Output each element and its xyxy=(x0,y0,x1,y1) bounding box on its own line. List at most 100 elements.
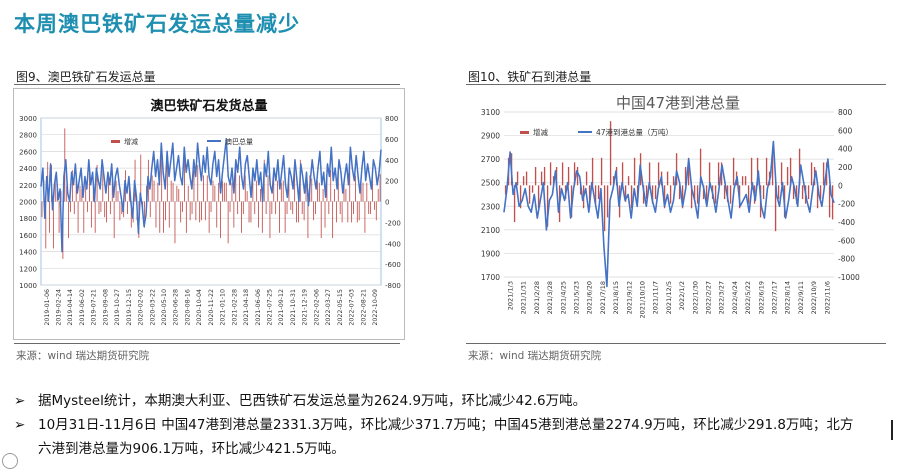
change-bar xyxy=(201,201,202,221)
change-bar xyxy=(789,157,792,186)
total-point xyxy=(283,155,284,156)
x-tick-label: 2019-02-24 xyxy=(55,289,62,326)
total-point xyxy=(378,171,380,173)
y-left-tick-label: 1800 xyxy=(19,215,37,223)
total-point xyxy=(168,176,170,177)
total-point xyxy=(545,229,547,231)
total-point xyxy=(132,217,134,219)
change-bar xyxy=(343,182,345,202)
total-point xyxy=(582,199,584,201)
y-left-tick-label: 2800 xyxy=(19,132,37,140)
x-tick-label: 2022-10-09 xyxy=(372,289,379,326)
change-bar xyxy=(313,201,315,221)
total-point xyxy=(76,192,78,194)
total-point xyxy=(279,188,281,190)
change-bar xyxy=(250,201,252,223)
change-bar xyxy=(684,167,687,186)
change-bar xyxy=(702,185,705,200)
total-point xyxy=(84,176,86,177)
total-point xyxy=(128,176,130,177)
change-bar xyxy=(370,201,372,215)
change-bar xyxy=(315,201,316,215)
y-left-tick-label: 1700 xyxy=(481,273,500,282)
change-bar xyxy=(358,201,360,221)
total-point xyxy=(267,151,269,152)
change-bar xyxy=(537,185,540,209)
total-point xyxy=(117,167,118,169)
total-point xyxy=(570,217,572,219)
change-bar xyxy=(320,201,322,239)
total-point xyxy=(530,211,532,213)
total-point xyxy=(658,188,659,190)
total-point xyxy=(42,167,44,169)
y-right-tick-label: -800 xyxy=(385,282,401,290)
y-right-tick-label: 200 xyxy=(385,178,398,186)
change-bar xyxy=(531,185,534,193)
total-point xyxy=(365,180,367,182)
change-bar xyxy=(666,171,669,186)
change-bar xyxy=(49,201,51,233)
change-bar xyxy=(180,201,182,223)
total-point xyxy=(367,163,369,165)
total-point xyxy=(624,199,626,201)
total-point xyxy=(342,192,344,194)
total-point xyxy=(779,205,780,207)
change-bar xyxy=(155,201,157,228)
x-tick-label: 2021/10/10 xyxy=(639,281,647,318)
change-bar xyxy=(609,121,612,186)
x-tick-label: 2019-01-06 xyxy=(44,289,51,326)
total-point xyxy=(304,192,305,194)
change-bar xyxy=(68,201,70,239)
total-point xyxy=(252,167,254,169)
change-bar xyxy=(741,176,744,186)
y-left-tick-label: 2500 xyxy=(481,179,500,188)
total-point xyxy=(239,146,241,148)
change-bar xyxy=(261,201,263,233)
x-tick-label: 2021/3/28 xyxy=(546,281,554,314)
x-tick-label: 2022/9/11 xyxy=(797,281,805,314)
total-point xyxy=(178,155,179,156)
total-point xyxy=(791,176,793,178)
total-line xyxy=(503,140,835,288)
total-point xyxy=(67,192,69,194)
total-point xyxy=(103,176,105,177)
change-bar xyxy=(672,176,675,186)
total-point xyxy=(676,170,677,172)
x-tick-label: 2022-07-03 xyxy=(349,289,356,326)
total-point xyxy=(141,205,143,207)
total-point xyxy=(600,188,602,190)
total-point xyxy=(694,199,696,201)
total-point xyxy=(673,199,674,201)
change-bar xyxy=(81,188,83,202)
corner-logo-icon xyxy=(2,453,18,469)
total-point xyxy=(52,209,53,211)
change-bar xyxy=(546,185,549,227)
total-point xyxy=(606,286,608,287)
x-tick-label: 2021-06-06 xyxy=(255,289,262,326)
x-tick-label: 2021/9/12 xyxy=(625,281,633,314)
total-point xyxy=(824,182,826,184)
total-point xyxy=(515,182,517,184)
total-point xyxy=(591,182,593,184)
change-bar xyxy=(58,201,60,233)
change-bar xyxy=(70,201,71,212)
change-bar xyxy=(681,185,684,209)
total-point xyxy=(170,159,172,161)
total-point xyxy=(782,182,783,184)
x-tick-label: 2019-04-14 xyxy=(67,289,74,326)
total-point xyxy=(770,176,771,178)
change-bar xyxy=(210,201,212,212)
total-point xyxy=(264,163,265,165)
change-bar xyxy=(353,201,354,215)
y-right-tick-label: 0 xyxy=(385,199,389,207)
total-point xyxy=(40,186,42,187)
total-point xyxy=(353,180,355,182)
change-bar xyxy=(231,182,233,202)
total-point xyxy=(585,188,587,190)
change-bar xyxy=(159,201,161,233)
change-bar xyxy=(591,157,594,186)
change-bar xyxy=(203,175,204,202)
change-bar xyxy=(96,164,98,202)
total-point xyxy=(273,167,275,169)
change-bar xyxy=(172,182,174,202)
